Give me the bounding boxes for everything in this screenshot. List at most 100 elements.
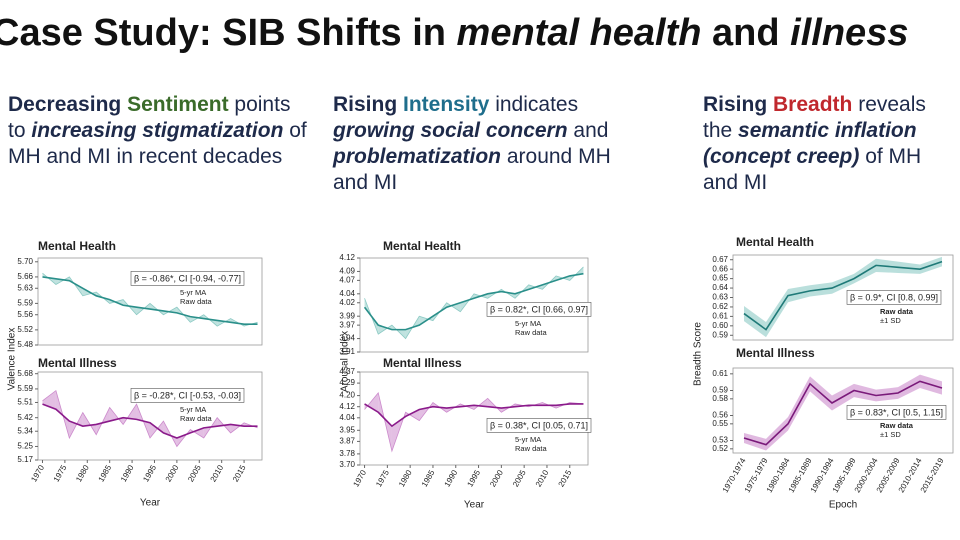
text: points to (8, 93, 291, 142)
legend-label: 5-yr MA (515, 319, 541, 328)
chart-title: Mental Health (736, 235, 814, 249)
y-tick-label: 4.20 (339, 391, 355, 400)
y-tick-label: 0.59 (712, 330, 728, 339)
y-tick-label: 4.29 (339, 378, 355, 387)
raw-fill (82, 288, 97, 296)
legend-label: Raw data (515, 328, 548, 337)
y-axis-label: Arousal Index (340, 331, 351, 392)
y-axis-label: Valence Index (7, 328, 18, 391)
chart-title: Mental Illness (383, 356, 462, 370)
x-tick-label: 1995 (465, 468, 482, 488)
ma-line (363, 272, 584, 331)
y-tick-label: 3.97 (339, 320, 355, 329)
x-tick-label: 2005 (186, 463, 203, 483)
y-tick-label: 5.25 (17, 442, 33, 451)
text: Rising (333, 93, 404, 116)
x-tick-label: 1985 (97, 463, 114, 483)
chart-title: Mental Illness (736, 346, 815, 360)
text: around MH and MI (333, 145, 611, 194)
y-tick-label: 4.09 (339, 267, 355, 276)
plot-frame (732, 367, 954, 454)
x-tick-label: 1975 (52, 463, 69, 483)
raw-line (364, 266, 584, 340)
legend-label: ±1 SD (880, 430, 901, 439)
y-tick-label: 5.59 (17, 384, 33, 393)
text: Decreasing (8, 93, 128, 116)
legend-label: Raw data (515, 444, 548, 453)
y-tick-label: 5.34 (17, 426, 33, 435)
y-tick-label: 5.51 (17, 398, 33, 407)
annotation: β = 0.38*, CI [0.05, 0.71] (490, 420, 588, 430)
title-part: illness (790, 12, 909, 54)
y-tick-label: 5.66 (17, 272, 33, 281)
y-tick-label: 0.60 (712, 321, 728, 330)
x-tick-label: 2000 (488, 468, 505, 488)
x-tick-label: 2015 (557, 468, 574, 488)
text: and (567, 119, 609, 142)
annotation-box (486, 302, 592, 317)
y-tick-label: 0.66 (712, 264, 728, 273)
title-part: Case Study: SIB Shifts in (0, 12, 457, 54)
y-tick-label: 0.55 (712, 419, 728, 428)
y-tick-label: 3.87 (339, 437, 355, 446)
annotation-box (130, 388, 245, 403)
y-tick-label: 0.67 (712, 255, 728, 264)
x-axis-label: Year (464, 500, 485, 511)
legend-label: 5-yr MA (180, 288, 206, 297)
y-tick-label: 4.04 (339, 289, 355, 298)
x-tick-label: 1990 (443, 468, 460, 488)
column-text: Decreasing Sentiment points to increasin… (8, 92, 308, 170)
x-tick-label: 1975 (374, 468, 391, 488)
text: semantic inflation (concept creep) (703, 119, 917, 168)
annotation: β = 0.9*, CI [0.8, 0.99] (850, 292, 938, 302)
raw-fill (244, 422, 258, 428)
x-tick-label: 2015 (231, 463, 248, 483)
raw-fill (419, 316, 433, 326)
column-text: Rising Intensity indicates growing socia… (333, 92, 643, 196)
annotation: β = 0.83*, CI [0.5, 1.15] (850, 407, 943, 417)
y-tick-label: 0.64 (712, 283, 728, 292)
x-axis-label: Epoch (829, 500, 857, 511)
x-tick-label: 1970 (351, 468, 368, 488)
y-axis-label: Breadth Score (693, 322, 704, 386)
y-tick-label: 4.12 (339, 402, 355, 411)
y-tick-label: 5.56 (17, 310, 33, 319)
legend-label: 5-yr MA (180, 405, 206, 414)
raw-line (42, 389, 258, 448)
y-tick-label: 3.78 (339, 449, 355, 458)
annotation-box (486, 418, 592, 433)
ma-line (42, 276, 258, 325)
text: indicates (489, 93, 579, 116)
text: of MH and MI (703, 145, 922, 194)
y-tick-label: 3.95 (339, 425, 355, 434)
y-tick-label: 5.59 (17, 299, 33, 308)
annotation-box (130, 271, 245, 286)
text: growing social concern (333, 119, 568, 142)
y-tick-label: 4.37 (339, 367, 355, 376)
x-tick-label: 1970 (29, 463, 46, 483)
text: problematization (333, 145, 502, 168)
text: Sentiment (127, 93, 229, 116)
y-tick-label: 5.52 (17, 325, 33, 334)
y-tick-label: 0.52 (712, 444, 728, 453)
y-tick-label: 5.68 (17, 369, 33, 378)
y-tick-label: 4.07 (339, 275, 355, 284)
text: reveals the (703, 93, 926, 142)
column-text: Rising Breadth reveals the semantic infl… (703, 92, 953, 196)
y-tick-label: 5.63 (17, 283, 33, 292)
y-tick-label: 0.63 (712, 293, 728, 302)
y-tick-label: 5.70 (17, 257, 33, 266)
y-tick-label: 0.53 (712, 436, 728, 445)
slide-title: Case Study: SIB Shifts in mental health … (0, 12, 908, 55)
x-tick-label: 1995 (141, 463, 158, 483)
x-tick-label: 2000 (164, 463, 181, 483)
raw-fill (364, 392, 379, 413)
y-tick-label: 0.62 (712, 302, 728, 311)
y-tick-label: 4.02 (339, 298, 355, 307)
plot-frame (37, 371, 263, 461)
x-tick-label: 2010 (534, 468, 551, 488)
y-tick-label: 4.04 (339, 413, 355, 422)
legend-label: Raw data (180, 297, 213, 306)
ma-line (364, 403, 584, 428)
chart-title: Mental Illness (38, 356, 117, 370)
